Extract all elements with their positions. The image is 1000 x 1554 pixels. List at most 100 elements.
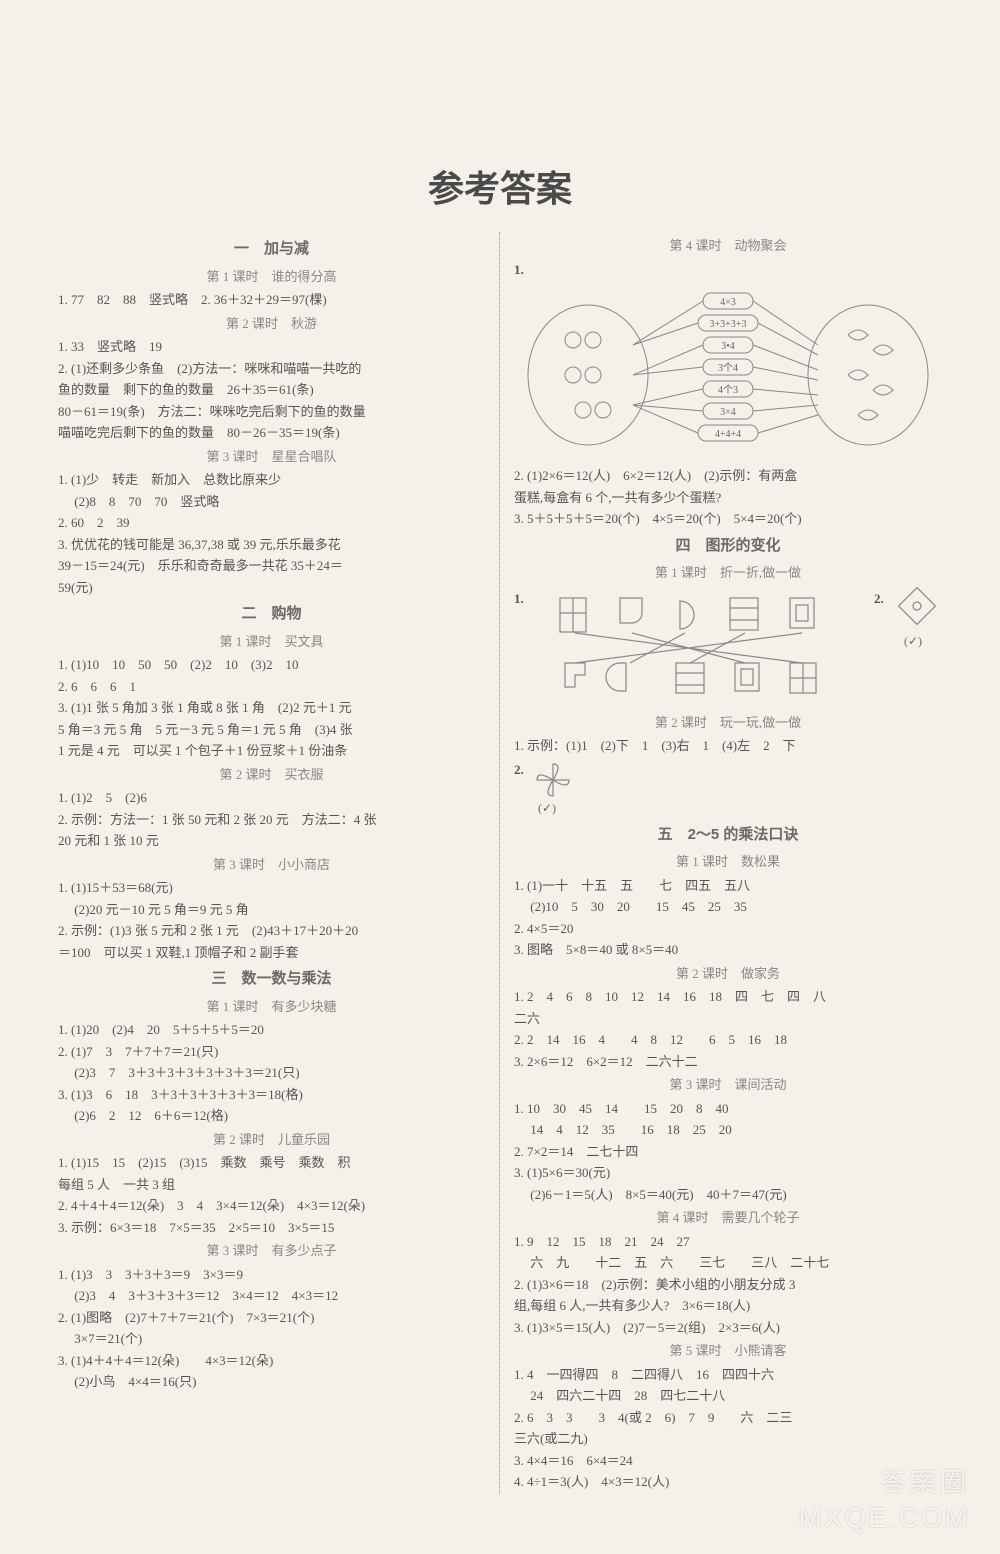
answer-line: 3. 2×6＝12 6×2＝12 二六十二 (514, 1052, 942, 1072)
u2-l2-title: 第 2 课时 买衣服 (58, 765, 485, 785)
page: 参考答案 一 加与减 第 1 课时 谁的得分高 1. 77 82 88 竖式略 … (0, 0, 1000, 1554)
answer-line: 1. 4 一四得四 8 二四得八 16 四四十六 (514, 1365, 942, 1385)
answer-line: 1. (1)2 5 (2)6 (58, 788, 485, 808)
answer-line: 2. 4＋4＋4＝12(朵) 3 4 3×4＝12(朵) 4×3＝12(朵) (58, 1196, 485, 1216)
answer-line: 2. 示例：(1)3 张 5 元和 2 张 1 元 (2)43＋17＋20＋20 (58, 921, 485, 941)
answer-line: 14 4 12 35 16 18 25 20 (514, 1120, 942, 1140)
answer-line: 1. (1)20 (2)4 20 5＋5＋5＋5＝20 (58, 1020, 485, 1040)
answer-line: 1. 9 12 15 18 21 24 27 (514, 1232, 942, 1252)
svg-text:3•4: 3•4 (721, 341, 735, 352)
content-columns: 一 加与减 第 1 课时 谁的得分高 1. 77 82 88 竖式略 2. 36… (50, 232, 950, 1494)
answer-line: (2)6 2 12 6＋6＝12(格) (58, 1106, 485, 1126)
answer-line: 喵喵吃完后剩下的鱼的数量 80－26－35＝19(条) (58, 423, 485, 443)
answer-line: 每组 5 人 一共 3 组 (58, 1175, 485, 1195)
answer-line: (2)小鸟 4×4＝16(只) (58, 1372, 485, 1392)
answer-line: 2. 6 3 3 3 4(或 2 6) 7 9 六 二三 (514, 1408, 942, 1428)
answer-line: 3. 5＋5＋5＋5＝20(个) 4×5＝20(个) 5×4＝20(个) (514, 509, 942, 529)
answer-line: 3. 4×4＝16 6×4＝24 (514, 1451, 942, 1471)
answer-line: (2)20 元－10 元 5 角＝9 元 5 角 (58, 900, 485, 920)
svg-text:3×4: 3×4 (720, 407, 736, 418)
svg-text:(✓): (✓) (538, 801, 556, 815)
u1-l3-title: 第 3 课时 星星合唱队 (58, 447, 485, 467)
answer-line: 1 元是 4 元 可以买 1 个包子＋1 份豆浆＋1 份油条 (58, 741, 485, 761)
u5-l1-title: 第 1 课时 数松果 (514, 852, 942, 872)
answer-line: 2. (1)2×6＝12(人) 6×2＝12(人) (2)示例：有两盒 (514, 466, 942, 486)
answer-line: 1. (514, 260, 942, 280)
u3-l3-title: 第 3 课时 有多少点子 (58, 1241, 485, 1261)
answer-line: 1. (1)3 3 3＋3＋3＝9 3×3＝9 (58, 1265, 485, 1285)
answer-line: 3. (1)1 张 5 角加 3 张 1 角或 8 张 1 角 (2)2 元＋1… (58, 698, 485, 718)
main-title: 参考答案 (50, 160, 950, 212)
watermark-cn: 答案圈 (880, 1462, 970, 1499)
u4-l1-title: 第 1 课时 折一折,做一做 (514, 563, 942, 583)
answer-line: 2. (1)7 3 7＋7＋7＝21(只) (58, 1042, 485, 1062)
answer-line: 2. 4×5＝20 (514, 919, 942, 939)
answer-line: (2)3 4 3＋3＋3＋3＝12 3×4＝12 4×3＝12 (58, 1286, 485, 1306)
unit-5-header: 五 2～5 的乘法口诀 (514, 824, 942, 847)
answer-line: 1. (1)一十 十五 五 七 四五 五八 (514, 876, 942, 896)
unit-3-header: 三 数一数与乘法 (58, 968, 485, 991)
answer-line: 3. (1)3 6 18 3＋3＋3＋3＋3＋3＝18(格) (58, 1085, 485, 1105)
answer-line: 3. 图略 5×8＝40 或 8×5＝40 (514, 940, 942, 960)
answer-line: 3×7＝21(个) (58, 1329, 485, 1349)
answer-line: 4. 4÷1＝3(人) 4×3＝12(人) (514, 1472, 942, 1492)
u5-l5-title: 第 5 课时 小熊请客 (514, 1341, 942, 1361)
watermark-en: MXQE.COM (798, 1502, 970, 1534)
left-column: 一 加与减 第 1 课时 谁的得分高 1. 77 82 88 竖式略 2. 36… (50, 232, 500, 1494)
answer-line: 蛋糕,每盒有 6 个,一共有多少个蛋糕? (514, 488, 942, 508)
answer-line: 1. (1)10 10 50 50 (2)2 10 (3)2 10 (58, 655, 485, 675)
u4-l2-title: 第 2 课时 玩一玩,做一做 (514, 713, 942, 733)
answer-line: 3. 优优花的钱可能是 36,37,38 或 39 元,乐乐最多花 (58, 535, 485, 555)
answer-line: 六 九 十二 五 六 三七 三八 二十七 (514, 1253, 942, 1273)
u2-l1-title: 第 1 课时 买文具 (58, 632, 485, 652)
svg-text:4+4+4: 4+4+4 (715, 429, 741, 440)
answer-line: 二六 (514, 1009, 942, 1029)
unit-2-header: 二 购物 (58, 603, 485, 626)
answer-line: 1. (1)15＋53＝68(元) (58, 878, 485, 898)
svg-text:3+3+3+3: 3+3+3+3 (710, 319, 747, 330)
q-num: 1. (514, 589, 526, 609)
svg-text:(✓): (✓) (904, 634, 922, 648)
answer-line: 2. 60 2 39 (58, 513, 485, 533)
fold-diagram (550, 593, 850, 703)
answer-line: 1. 示例：(1)1 (2)下 1 (3)右 1 (4)左 2 下 (514, 736, 942, 756)
answer-line: 鱼的数量 剩下的鱼的数量 26＋35＝61(条) (58, 380, 485, 400)
answer-line: 1. 2 4 6 8 10 12 14 16 18 四 七 四 八 (514, 987, 942, 1007)
answer-line: 2. 7×2＝14 二七十四 (514, 1142, 942, 1162)
pinwheel-icon: (✓) (528, 758, 578, 818)
answer-line: 1. (1)少 转走 新加入 总数比原来少 (58, 470, 485, 490)
answer-line: 59(元) (58, 578, 485, 598)
q-num: 2. (874, 589, 886, 609)
answer-line: 2. 2 14 16 4 4 8 12 6 5 16 18 (514, 1030, 942, 1050)
svg-text:4×3: 4×3 (720, 297, 736, 308)
svg-text:3个4: 3个4 (718, 362, 738, 374)
answer-line: 5 角＝3 元 5 角 5 元－3 元 5 角＝1 元 5 角 (3)4 张 (58, 720, 485, 740)
right-column: 第 4 课时 动物聚会 1. (500, 232, 950, 1494)
answer-line: 3. (1)5×6＝30(元) (514, 1163, 942, 1183)
u5-l4-title: 第 4 课时 需要几个轮子 (514, 1208, 942, 1228)
u1-l2-title: 第 2 课时 秋游 (58, 314, 485, 334)
answer-line: 3. (1)4＋4＋4＝12(朵) 4×3＝12(朵) (58, 1351, 485, 1371)
answer-line: 80－61＝19(条) 方法二：咪咪吃完后剩下的鱼的数量 (58, 402, 485, 422)
u3-l4-title: 第 4 课时 动物聚会 (514, 236, 942, 256)
answer-line: 2. (1)3×6＝18 (2)示例：美术小组的小朋友分成 3 (514, 1275, 942, 1295)
answer-line: (2)6－1＝5(人) 8×5＝40(元) 40＋7＝47(元) (514, 1185, 942, 1205)
svg-text:4个3: 4个3 (718, 384, 738, 396)
answer-line: 39－15＝24(元) 乐乐和奇奇最多一共花 35＋24＝ (58, 556, 485, 576)
answer-line: 1. 10 30 45 14 15 20 8 40 (514, 1099, 942, 1119)
answer-line: 1. 33 竖式略 19 (58, 337, 485, 357)
answer-line: 2. 6 6 6 1 (58, 677, 485, 697)
answer-line: 组,每组 6 人,一共有多少人? 3×6＝18(人) (514, 1296, 942, 1316)
unit-4-header: 四 图形的变化 (514, 535, 942, 558)
answer-line: (2)3 7 3＋3＋3＋3＋3＋3＋3＝21(只) (58, 1063, 485, 1083)
matching-diagram: 4×3 3+3+3+3 3•4 3个4 4个3 3×4 4+4+4 (518, 285, 938, 460)
u3-l1-title: 第 1 课时 有多少块糖 (58, 997, 485, 1017)
answer-line: (2)10 5 30 20 15 45 25 35 (514, 897, 942, 917)
u5-l3-title: 第 3 课时 课间活动 (514, 1075, 942, 1095)
u1-l1-title: 第 1 课时 谁的得分高 (58, 267, 485, 287)
answer-line: 3. 示例：6×3＝18 7×5＝35 2×5＝10 3×5＝15 (58, 1218, 485, 1238)
answer-line: 3. (1)3×5＝15(人) (2)7－5＝2(组) 2×3＝6(人) (514, 1318, 942, 1338)
answer-line: ＝100 可以买 1 双鞋,1 顶帽子和 2 副手套 (58, 943, 485, 963)
q-num: 2. (514, 760, 524, 780)
answer-line: 1. (1)15 15 (2)15 (3)15 乘数 乘号 乘数 积 (58, 1153, 485, 1173)
